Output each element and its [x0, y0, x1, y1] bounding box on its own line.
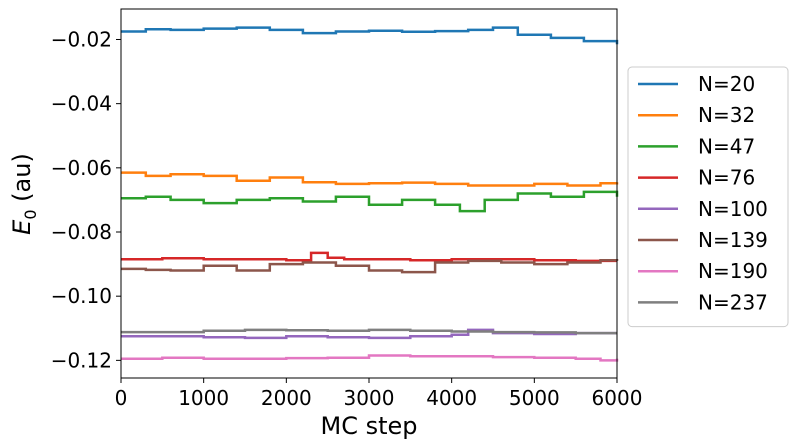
- series-line-n-237: [121, 328, 617, 335]
- x-tick-label: 0: [115, 386, 128, 410]
- x-tick-label: 1000: [178, 386, 229, 410]
- y-axis-label: E0 (au): [8, 153, 40, 235]
- series-line-n-139: [121, 258, 619, 274]
- x-tick-label: 3000: [344, 386, 395, 410]
- legend-entry-label: N=32: [698, 103, 755, 127]
- series-line-n-190: [121, 354, 619, 362]
- x-tick-label: 6000: [592, 386, 643, 410]
- legend-entry-label: N=47: [698, 134, 755, 158]
- x-tick-label: 2000: [261, 386, 312, 410]
- x-tick-label: 5000: [509, 386, 560, 410]
- x-axis: 0 1000 2000 3000 4000 5000 6000: [115, 378, 643, 410]
- y-tick-label: −0.02: [51, 27, 112, 51]
- series-line-n-76: [121, 251, 617, 263]
- y-tick-label: −0.08: [51, 220, 112, 244]
- y-tick-label: −0.10: [51, 284, 112, 308]
- legend-entry-label: N=20: [698, 72, 755, 96]
- legend-entry-label: N=190: [698, 259, 768, 283]
- legend-entry-label: N=76: [698, 166, 755, 190]
- legend: N=20 N=32 N=47 N=76 N=100 N=139 N=190 N=237: [627, 66, 789, 328]
- x-axis-label: MC step: [320, 412, 417, 440]
- legend-entry-label: N=100: [698, 197, 768, 221]
- y-tick-label: −0.06: [51, 156, 112, 180]
- y-tick-label: −0.12: [51, 348, 112, 372]
- y-axis: −0.02 −0.04 −0.06 −0.08 −0.10 −0.12: [51, 27, 121, 372]
- legend-entry-label: N=237: [698, 290, 768, 314]
- series-line-n-47: [121, 190, 619, 213]
- series-layer: [121, 26, 619, 362]
- legend-entry-label: N=139: [698, 228, 768, 252]
- legend-frame: [627, 66, 789, 328]
- y-tick-label: −0.04: [51, 92, 112, 116]
- series-line-n-20: [121, 26, 619, 45]
- series-line-n-32: [121, 171, 619, 187]
- x-tick-label: 4000: [426, 386, 477, 410]
